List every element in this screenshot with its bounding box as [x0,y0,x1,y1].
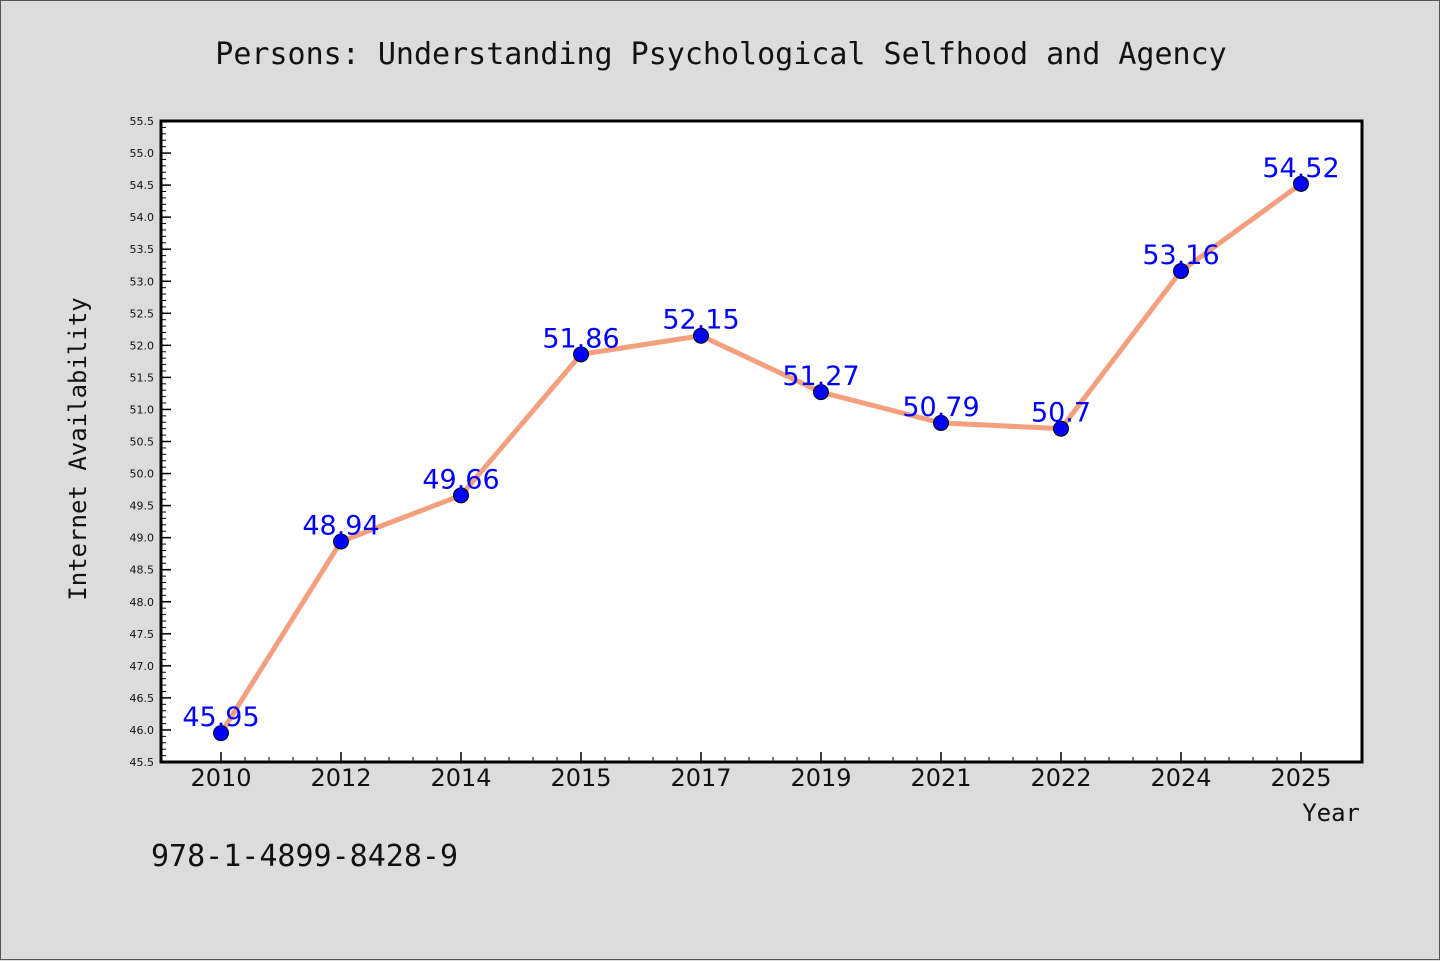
x-tick-label: 2014 [430,764,491,792]
chart-title: Persons: Understanding Psychological Sel… [215,37,1226,72]
y-tick-label: 45.5 [130,756,155,769]
data-label: 51.27 [782,361,859,392]
y-tick-label: 51.0 [130,403,155,416]
series-line [218,181,1304,736]
y-tick-label: 52.0 [130,339,155,352]
data-point [213,725,229,742]
y-tick-label: 52.5 [130,307,155,320]
y-tick-label: 53.5 [130,243,155,256]
y-tick-label: 54.0 [130,211,155,224]
y-tick-label: 55.5 [130,115,155,128]
x-tick-label: 2017 [670,764,731,792]
y-tick-label: 50.5 [130,436,155,449]
x-tick-label: 2015 [550,764,611,792]
data-label: 48.94 [302,510,379,541]
data-label: 50.79 [902,392,979,423]
x-axis-label: Year [1302,799,1360,827]
x-tick-label: 2010 [190,764,251,792]
data-label: 49.66 [422,464,499,495]
y-tick-label: 51.5 [130,371,155,384]
data-label: 52.15 [662,305,739,336]
data-point [453,487,469,504]
plot-area [159,119,1364,764]
y-tick-label: 49.5 [130,500,155,513]
y-axis-label: Internet Availability [64,297,92,600]
y-tick-label: 46.0 [130,724,155,737]
data-point [933,414,949,431]
y-tick-label: 55.0 [130,147,155,160]
data-label: 45.95 [182,702,259,733]
x-tick-label: 2024 [1150,764,1211,792]
data-point [693,327,709,344]
data-point [333,533,349,550]
data-point [573,346,589,363]
data-point [813,384,829,401]
data-point [1173,262,1189,279]
x-axis: 2010 2012 2014 2015 2017 2019 2021 2022 2024 2025 [190,752,1332,792]
data-label: 51.86 [542,323,619,354]
y-tick-label: 49.0 [130,532,155,545]
y-tick-label: 54.5 [130,179,155,192]
series-group: 45.95 48.94 49.66 51.86 52.15 51.27 50.79 50.7 5… [182,153,1340,742]
y-tick-label: 48.0 [130,596,155,609]
y-tick-label: 53.0 [130,275,155,288]
y-axis: 45.5 46.0 46.5 47.0 47.5 48.0 48.5 49.0 49.5 50.0… [130,115,171,769]
x-tick-label: 2012 [310,764,371,792]
x-tick-label: 2022 [1030,764,1091,792]
data-point [1293,175,1309,192]
x-tick-label: 2025 [1270,764,1331,792]
y-tick-label: 46.5 [130,692,155,705]
y-tick-label: 50.0 [130,468,155,481]
y-tick-label: 47.0 [130,660,155,673]
data-label: 53.16 [1142,240,1219,271]
x-tick-label: 2021 [910,764,971,792]
data-label: 54.52 [1262,153,1339,184]
data-point [1053,420,1069,437]
x-tick-label: 2019 [790,764,851,792]
data-label: 50.7 [1031,398,1091,429]
footer-isbn: 978-1-4899-8428-9 [151,839,458,874]
y-tick-label: 47.5 [130,628,155,641]
y-tick-label: 48.5 [130,564,155,577]
